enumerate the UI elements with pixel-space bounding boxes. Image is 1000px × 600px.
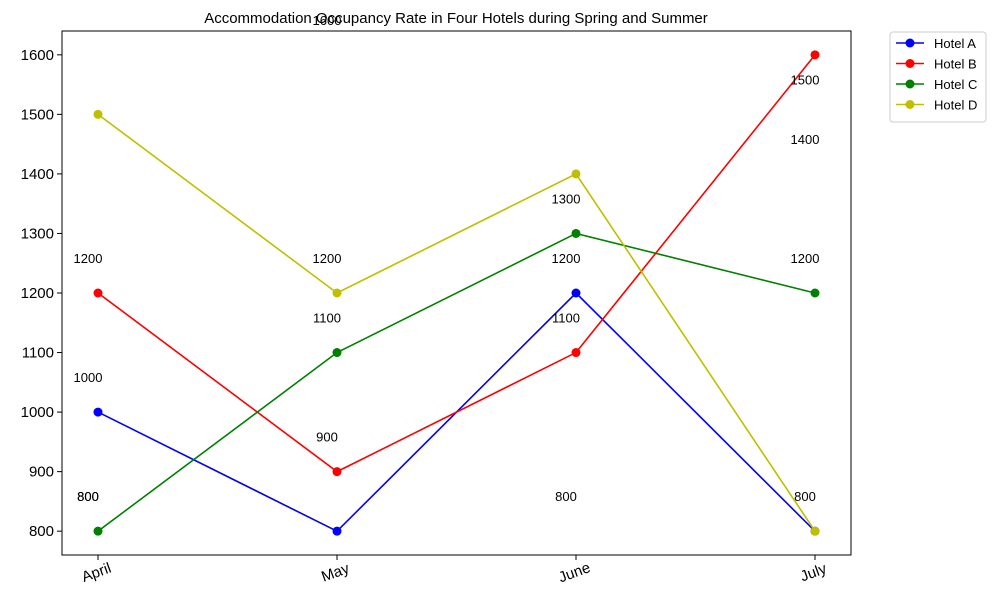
legend-swatch-marker [905, 79, 915, 89]
y-tick-label: 1200 [21, 285, 54, 302]
data-point-hotel-c [571, 228, 581, 238]
legend[interactable]: Hotel A Hotel B Hotel C Hotel D [889, 31, 987, 123]
plot-area: 800 900 1000 1100 1200 1300 1400 1500 1600 April M… [21, 13, 852, 586]
series-line-hotel-c [97, 232, 816, 532]
data-label: 1600 [313, 13, 342, 28]
data-label: 800 [555, 489, 577, 504]
data-point-hotel-d [571, 169, 581, 179]
legend-swatch-marker [905, 38, 915, 48]
legend-item-hotel-d[interactable]: Hotel D [896, 98, 977, 113]
data-label: 800 [77, 489, 99, 504]
y-tick-label: 1300 [21, 225, 54, 242]
x-tick-label: April [79, 560, 113, 586]
data-label: 1100 [552, 311, 580, 326]
data-point-hotel-b [332, 467, 342, 477]
data-label: 1100 [313, 311, 341, 326]
data-point-hotel-a [93, 407, 103, 417]
data-label: 1200 [313, 251, 342, 266]
data-label: 800 [77, 489, 99, 504]
data-point-hotel-c [810, 288, 820, 298]
data-point-hotel-d [93, 109, 103, 119]
data-point-hotel-b [93, 288, 103, 298]
data-label: 1200 [74, 251, 103, 266]
x-tick-label: May [319, 560, 352, 586]
data-label: 1200 [552, 251, 581, 266]
y-tick-label: 1500 [21, 106, 54, 123]
x-tick-label: June [556, 559, 592, 586]
y-tick-label: 900 [29, 464, 54, 481]
data-label: 1200 [791, 251, 820, 266]
y-tick-label: 1600 [21, 47, 54, 64]
legend-swatch-marker [905, 59, 915, 68]
legend-swatch-marker [905, 100, 915, 109]
legend-item-hotel-b[interactable]: Hotel B [896, 57, 977, 72]
legend-label: Hotel C [934, 77, 977, 92]
data-label: 1000 [74, 370, 103, 385]
chart-title: Accommodation Occupancy Rate in Four Hot… [204, 10, 708, 27]
y-tick-label: 1400 [21, 166, 54, 183]
data-point-hotel-d [332, 288, 342, 298]
data-point-hotel-c [93, 526, 103, 536]
data-point-hotel-b [810, 50, 820, 60]
legend-label: Hotel B [934, 57, 977, 72]
legend-box [889, 31, 987, 123]
data-label: 900 [316, 430, 338, 445]
data-point-hotel-b [571, 348, 581, 358]
data-point-hotel-c [332, 348, 342, 358]
data-label: 1500 [791, 72, 820, 87]
data-point-hotel-d [810, 526, 820, 536]
legend-label: Hotel D [934, 98, 977, 113]
y-tick-label: 800 [29, 523, 54, 540]
data-point-hotel-a [332, 526, 342, 536]
series-line-hotel-b [97, 54, 816, 473]
y-tick-label: 1100 [22, 345, 54, 362]
x-tick-label: July [798, 560, 829, 585]
data-label: 800 [794, 489, 816, 504]
legend-label: Hotel A [934, 36, 976, 51]
data-label: 1400 [791, 132, 820, 147]
data-label: 1300 [552, 191, 581, 206]
legend-item-hotel-c[interactable]: Hotel C [896, 77, 977, 92]
series-line-hotel-d [97, 113, 816, 532]
data-point-hotel-a [571, 288, 581, 298]
y-tick-label: 1000 [21, 404, 54, 421]
legend-item-hotel-a[interactable]: Hotel A [896, 36, 976, 51]
